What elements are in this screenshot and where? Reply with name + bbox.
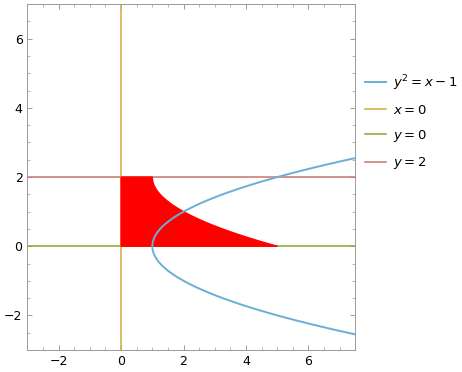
- Polygon shape: [121, 177, 277, 246]
- Legend: $y^2 = x-1$, $x = 0$, $y = 0$, $y = 2$: $y^2 = x-1$, $x = 0$, $y = 0$, $y = 2$: [365, 73, 457, 171]
